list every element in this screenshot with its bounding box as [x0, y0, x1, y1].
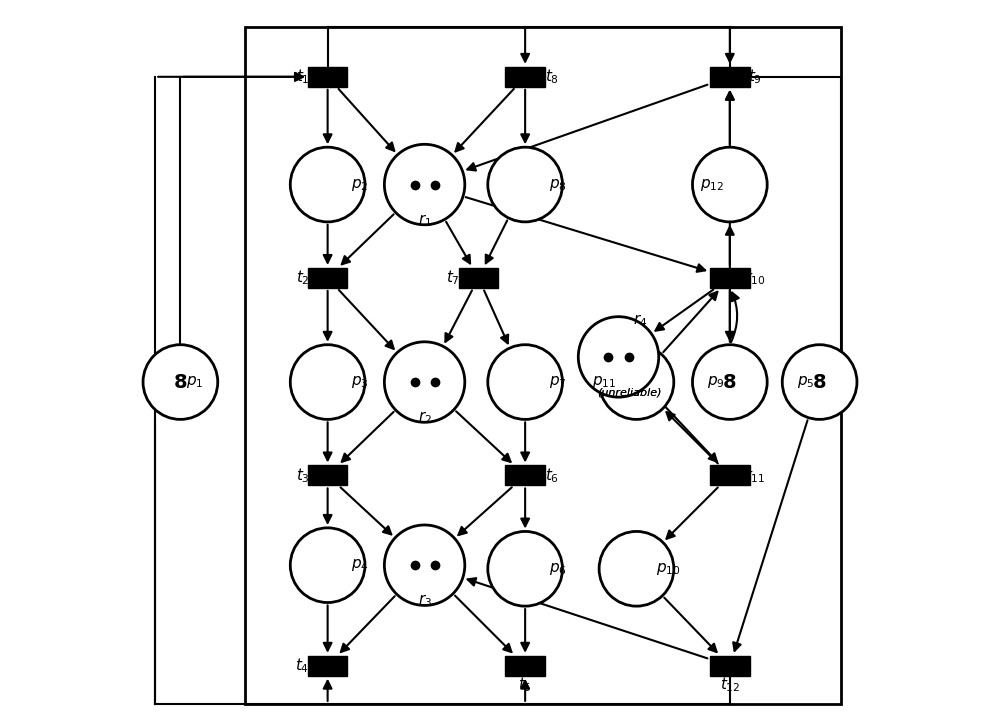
Text: $t_{1}$: $t_{1}$: [296, 68, 309, 86]
Text: $t_{11}$: $t_{11}$: [745, 466, 765, 485]
Text: 8: 8: [723, 373, 737, 392]
Text: 8: 8: [174, 373, 187, 392]
Text: $p_{5}$: $p_{5}$: [797, 374, 814, 390]
Circle shape: [488, 147, 562, 222]
Text: $p_{7}$: $p_{7}$: [549, 374, 566, 390]
Text: $p_{11}$: $p_{11}$: [592, 374, 616, 390]
Circle shape: [143, 345, 218, 420]
Text: $p_{6}$: $p_{6}$: [549, 561, 566, 577]
Text: $r_{2}$: $r_{2}$: [418, 410, 432, 426]
Bar: [710, 465, 750, 485]
Bar: [505, 655, 545, 676]
Circle shape: [384, 525, 465, 606]
Circle shape: [599, 345, 674, 420]
Circle shape: [384, 144, 465, 225]
Circle shape: [599, 531, 674, 606]
Text: $t_{12}$: $t_{12}$: [720, 676, 740, 694]
Bar: [710, 267, 750, 288]
Bar: [710, 67, 750, 87]
Text: $r_{1}$: $r_{1}$: [418, 212, 432, 229]
Text: $r_{3}$: $r_{3}$: [418, 593, 432, 609]
Circle shape: [384, 342, 465, 423]
Text: $p_{1}$: $p_{1}$: [186, 374, 203, 390]
Text: $t_{5}$: $t_{5}$: [518, 676, 532, 694]
Text: $r_{4}$: $r_{4}$: [633, 313, 647, 329]
Text: $t_{8}$: $t_{8}$: [545, 68, 559, 86]
Text: $p_{2}$: $p_{2}$: [351, 177, 369, 193]
Bar: [308, 655, 347, 676]
Text: $p_{10}$: $p_{10}$: [656, 561, 681, 577]
Circle shape: [290, 528, 365, 603]
Bar: [505, 465, 545, 485]
Text: $t_{9}$: $t_{9}$: [748, 68, 762, 86]
Circle shape: [782, 345, 857, 420]
Bar: [710, 655, 750, 676]
Circle shape: [488, 531, 562, 606]
Text: $p_{12}$: $p_{12}$: [700, 177, 724, 193]
Circle shape: [692, 345, 767, 420]
Text: $p_{8}$: $p_{8}$: [549, 177, 566, 193]
Text: $t_{3}$: $t_{3}$: [296, 466, 309, 485]
Text: $t_{6}$: $t_{6}$: [545, 466, 559, 485]
Text: (unreliable): (unreliable): [597, 388, 662, 398]
Bar: [505, 67, 545, 87]
Text: $p_{4}$: $p_{4}$: [351, 557, 369, 573]
Bar: [308, 465, 347, 485]
Text: $t_{2}$: $t_{2}$: [296, 268, 309, 287]
Bar: [308, 267, 347, 288]
Bar: [245, 27, 841, 704]
Text: $t_{10}$: $t_{10}$: [745, 268, 765, 287]
Text: (unreliable): (unreliable): [597, 388, 662, 398]
Circle shape: [290, 147, 365, 222]
Circle shape: [578, 317, 659, 397]
Circle shape: [488, 345, 562, 420]
Text: 8: 8: [813, 373, 826, 392]
Text: $t_{4}$: $t_{4}$: [295, 656, 310, 675]
Circle shape: [692, 147, 767, 222]
Circle shape: [290, 345, 365, 420]
Text: $p_{3}$: $p_{3}$: [351, 374, 369, 390]
Text: $t_{7}$: $t_{7}$: [446, 268, 460, 287]
Text: $p_{9}$: $p_{9}$: [707, 374, 724, 390]
Bar: [459, 267, 498, 288]
Bar: [308, 67, 347, 87]
